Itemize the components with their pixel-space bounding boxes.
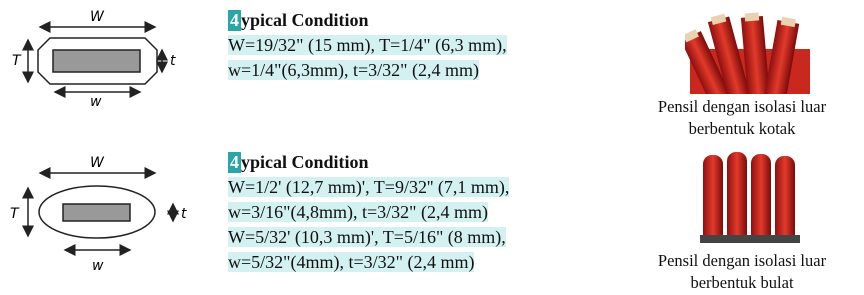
badge: 4 [228, 10, 241, 31]
label-T: T [12, 53, 22, 69]
label-w: w [90, 94, 102, 110]
label-t: t [181, 206, 187, 222]
diagram-oval: W T t w [0, 148, 200, 278]
heading-text: ypical Condition [241, 10, 369, 30]
caption-line: Pensil dengan isolasi luar [622, 250, 862, 272]
heading-text: ypical Condition [241, 152, 369, 172]
line: w=3/16"(4,8mm), t=3/32" (2,4 mm) [228, 200, 509, 225]
line-text: W=19/32" (15 mm), T=1/4" (6,3 mm), [228, 35, 507, 55]
line-text: W=5/32' (10,3 mm)', T=5/16" (8 mm), [228, 227, 506, 247]
line: W=5/32' (10,3 mm)', T=5/16" (8 mm), [228, 225, 509, 250]
label-T: T [10, 206, 20, 222]
line: W=19/32" (15 mm), T=1/4" (6,3 mm), [228, 33, 507, 58]
badge: 4 [228, 152, 241, 173]
line-text: w=3/16"(4,8mm), t=3/32" (2,4 mm) [228, 202, 488, 222]
label-t: t [170, 53, 176, 69]
caption: Pensil dengan isolasi luar berbentuk bul… [622, 250, 862, 294]
line: w=1/4"(6,3mm), t=3/32" (2,4 mm) [228, 58, 507, 83]
line-text: W=1/2' (12,7 mm)', T=9/32'' (7,1 mm), [228, 177, 509, 197]
label-w: w [92, 258, 104, 274]
line-text: w=1/4"(6,3mm), t=3/32" (2,4 mm) [228, 60, 479, 80]
page: W T t w W T t w 4ypical Condition W=19/3… [0, 0, 864, 295]
pencil-square-image [685, 4, 815, 94]
pencil-round-image [695, 150, 805, 245]
line-text: w=5/32"(4mm), t=3/32" (2,4 mm) [228, 252, 474, 272]
caption-line: Pensil dengan isolasi luar [622, 96, 862, 118]
caption-line: berbentuk bulat [622, 272, 862, 294]
line: W=1/2' (12,7 mm)', T=9/32'' (7,1 mm), [228, 175, 509, 200]
label-W: W [90, 155, 105, 171]
caption: Pensil dengan isolasi luar berbentuk kot… [622, 96, 862, 140]
line: w=5/32"(4mm), t=3/32" (2,4 mm) [228, 250, 509, 275]
diagram-rect: W T t w [0, 0, 200, 110]
label-W: W [90, 9, 105, 25]
caption-line: berbentuk kotak [622, 118, 862, 140]
